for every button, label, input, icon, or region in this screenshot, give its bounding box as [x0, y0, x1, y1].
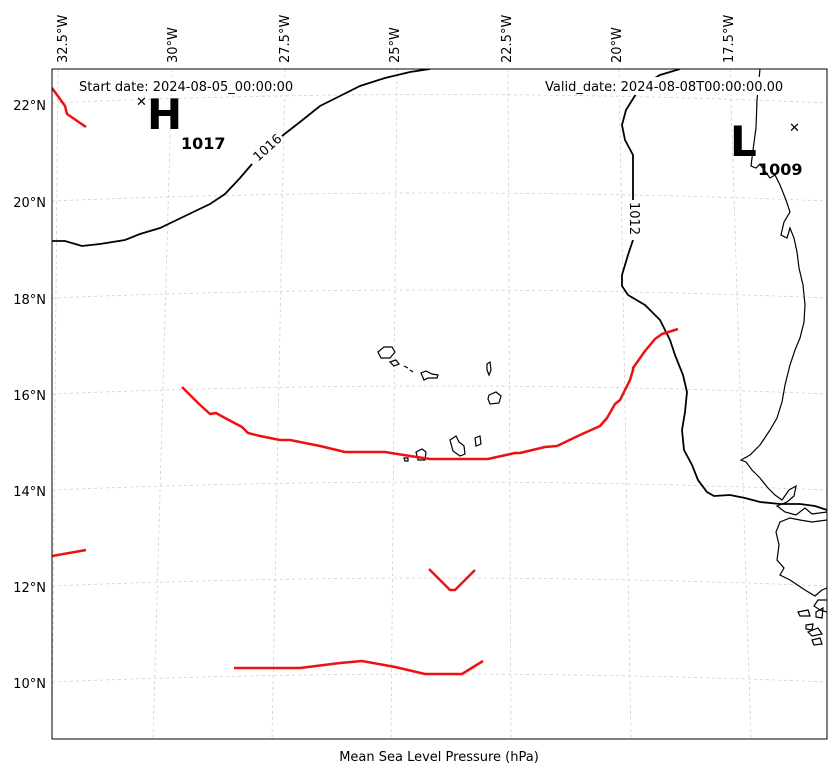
lat-tick-22n: 22°N	[13, 99, 46, 114]
low-pressure-center: ✕ L 1009	[730, 117, 803, 179]
island-maio	[474, 435, 482, 447]
lon-tick-17-5w: 17.5°W	[722, 15, 737, 63]
meridian-30w	[152, 69, 173, 739]
meridian-32-5w	[52, 69, 59, 739]
front-northwest	[52, 87, 87, 129]
meridian-27-5w	[271, 69, 286, 739]
high-value: 1017	[181, 134, 226, 153]
island-boa-vista	[487, 391, 502, 405]
island-sao-nicolau	[420, 370, 439, 381]
lon-tick-27-5w: 27.5°W	[278, 15, 293, 63]
lon-tick-32-5w: 32.5°W	[56, 15, 71, 63]
guinea-bissau-coast	[775, 517, 827, 597]
longitude-ticks: 32.5°W 30°W 27.5°W 25°W 22.5°W 20°W 17.5…	[56, 15, 737, 63]
lat-tick-18n: 18°N	[13, 293, 46, 308]
island-sao-vicente	[388, 359, 400, 367]
isobar-label-1012: 1012	[626, 202, 641, 235]
isobars	[52, 69, 827, 511]
meridian-22-5w	[507, 69, 512, 739]
island-sal	[486, 360, 492, 377]
low-value: 1009	[758, 160, 803, 179]
meridian-17-5w	[729, 69, 752, 739]
lon-tick-20w: 20°W	[610, 27, 625, 63]
front-main	[181, 327, 679, 461]
lon-tick-30w: 30°W	[166, 27, 181, 63]
guinea-coast	[813, 599, 827, 613]
graticule	[52, 69, 827, 739]
parallel-12n	[52, 577, 827, 587]
parallel-22n	[52, 94, 827, 104]
low-symbol: L	[730, 117, 757, 166]
africa-coastline	[739, 69, 827, 516]
isobar-1016	[52, 69, 431, 247]
meridian-20w	[618, 69, 632, 739]
parallel-10n	[52, 673, 827, 683]
front-vshape	[428, 568, 476, 592]
island-santo-antao	[377, 346, 396, 359]
map-frame	[51, 68, 828, 740]
front-south	[234, 659, 484, 676]
high-pressure-center: ✕ H 1017	[136, 90, 226, 153]
lat-tick-14n: 14°N	[13, 485, 46, 500]
lat-tick-20n: 20°N	[13, 196, 46, 211]
start-date-label: Start date: 2024-08-05_00:00:00	[79, 80, 293, 95]
lat-tick-12n: 12°N	[13, 581, 46, 596]
front-west	[52, 548, 87, 558]
map-area	[52, 69, 827, 739]
island-fogo	[415, 448, 427, 461]
high-center-marker: ✕	[136, 95, 147, 110]
lon-tick-22-5w: 22.5°W	[500, 15, 515, 63]
island-santiago	[449, 435, 466, 457]
island-brava	[403, 457, 409, 462]
high-symbol: H	[147, 90, 182, 139]
parallel-18n	[52, 289, 827, 299]
coastline	[377, 69, 827, 646]
parallel-20n	[52, 192, 827, 202]
valid-date-box	[540, 77, 810, 95]
latitude-ticks: 22°N 20°N 18°N 16°N 14°N 12°N 10°N	[13, 99, 46, 692]
lat-tick-10n: 10°N	[13, 677, 46, 692]
island-santa-luzia	[403, 365, 414, 373]
low-center-marker: ✕	[789, 121, 800, 136]
lon-tick-25w: 25°W	[388, 27, 403, 63]
parallel-16n	[52, 385, 827, 395]
parallel-14n	[52, 481, 827, 491]
bijagos-islands	[797, 606, 824, 646]
lat-tick-16n: 16°N	[13, 389, 46, 404]
x-axis-label: Mean Sea Level Pressure (hPa)	[339, 750, 539, 765]
fronts	[52, 87, 679, 676]
meridian-25w	[390, 69, 398, 739]
start-date-box	[72, 77, 317, 95]
valid-date-label: Valid_date: 2024-08-08T00:00:00.00	[545, 80, 783, 95]
